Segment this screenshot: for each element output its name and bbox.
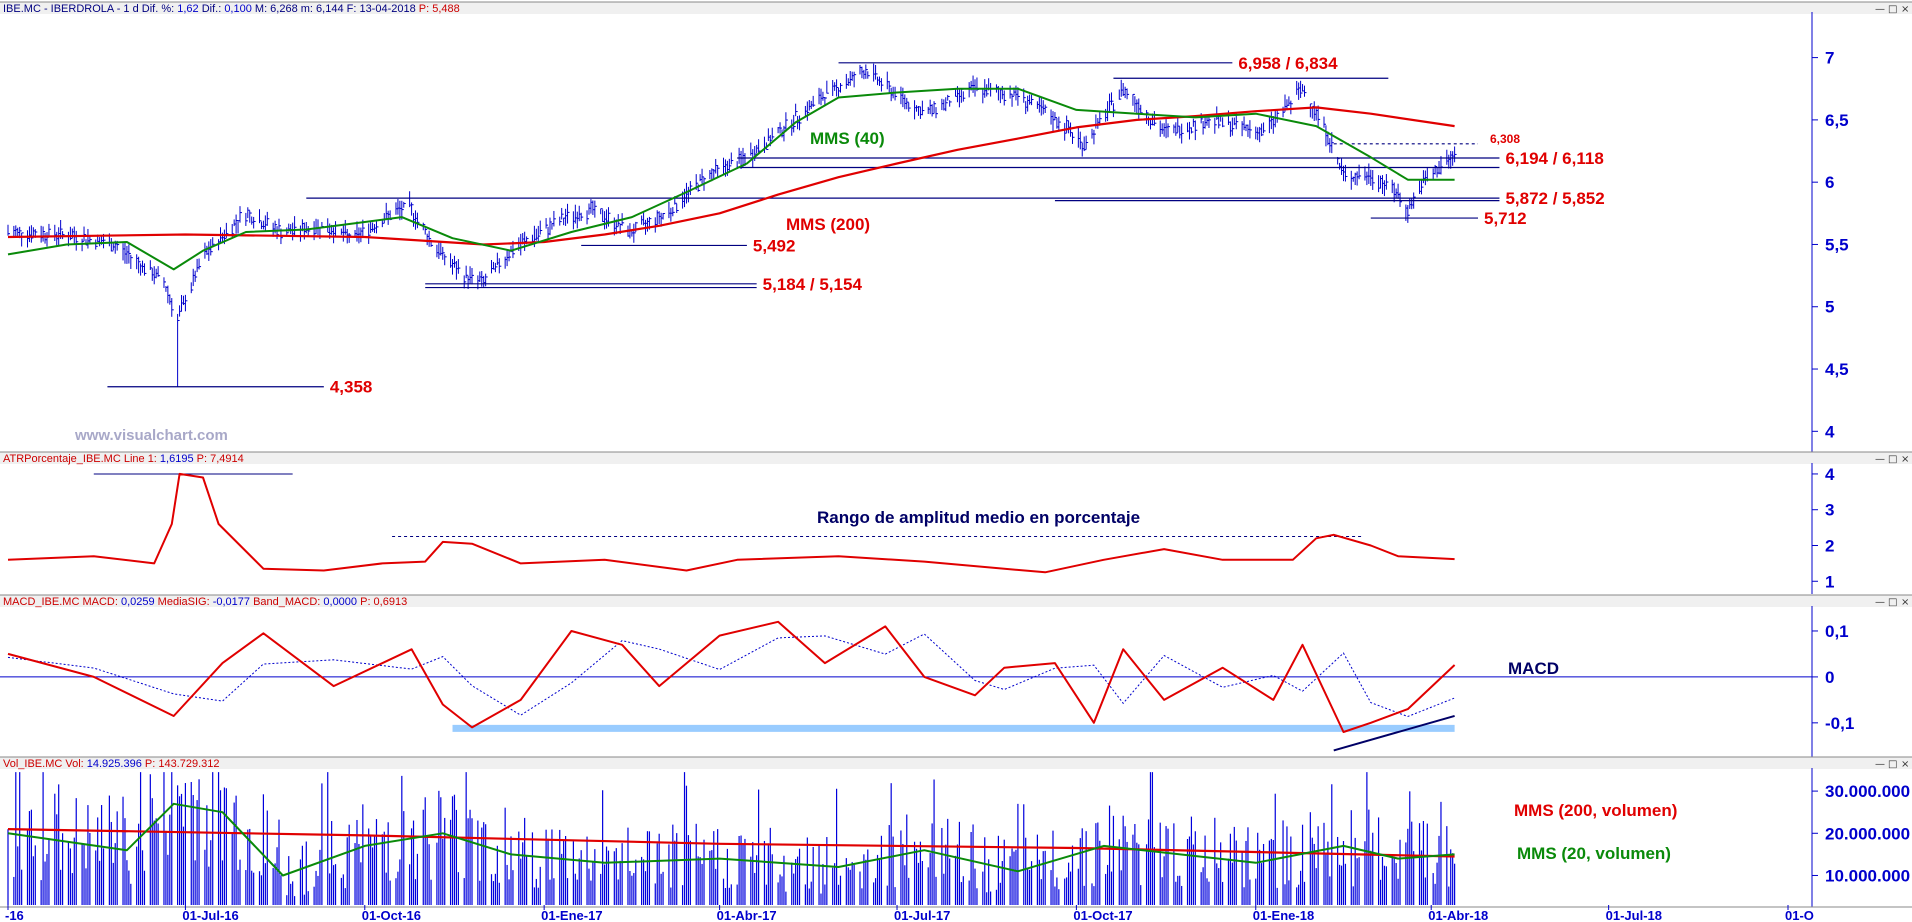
- macd-annotation: MACD: [1508, 659, 1559, 678]
- x-tick-label: 01-Abr-17: [717, 908, 777, 922]
- atr-header-text: ATRPorcentaje_IBE.MC Line 1: 1,6195 P: 7…: [3, 453, 244, 465]
- volume-y-tick-label: 20.000.000: [1825, 824, 1910, 843]
- macd-y-tick-label: 0: [1825, 668, 1834, 687]
- macd-header-field: MediaSIG:: [155, 596, 213, 608]
- minimize-button[interactable]: —: [1875, 759, 1885, 770]
- volume-mms20-label: MMS (20, volumen): [1517, 844, 1671, 863]
- price-header-bar: [0, 2, 1912, 14]
- close-button[interactable]: ×: [1901, 454, 1909, 465]
- price-y-tick-label: 5,5: [1825, 235, 1849, 254]
- atr-line: [7, 472, 1455, 574]
- macd-y-tick-label: -0,1: [1825, 714, 1854, 733]
- macd-panel: MACD_IBE.MC MACD: 0,0259 MediaSIG: -0,01…: [0, 594, 1912, 757]
- macd-header-field: 0,0000: [323, 596, 357, 608]
- macd-header-field: Band_MACD:: [250, 596, 323, 608]
- price-y-tick-label: 4,5: [1825, 360, 1849, 379]
- macd-line: [7, 620, 1456, 733]
- maximize-button[interactable]: □: [1888, 597, 1897, 608]
- price-y-tick-label: 4: [1825, 422, 1835, 441]
- x-tick-label: 01-Ene-18: [1253, 908, 1314, 922]
- atr-annotation: Rango de amplitud medio en porcentaje: [817, 508, 1140, 527]
- level-label: 4,358: [330, 378, 373, 397]
- atr-y-tick-label: 4: [1825, 465, 1835, 484]
- atr-y-tick-label: 2: [1825, 536, 1834, 555]
- close-button[interactable]: ×: [1901, 4, 1909, 15]
- maximize-button[interactable]: □: [1888, 759, 1897, 770]
- price-header-text: IBE.MC - IBERDROLA - 1 d Dif. %: 1,62 Di…: [3, 3, 460, 15]
- price-y-tick-label: 6: [1825, 173, 1834, 192]
- minimize-button[interactable]: —: [1875, 597, 1885, 608]
- volume-panel: Vol_IBE.MC Vol: 14.925.396 P: 143.729.31…: [0, 756, 1912, 907]
- level-label: 6,194 / 6,118: [1505, 149, 1603, 168]
- minimize-button[interactable]: —: [1875, 454, 1885, 465]
- price-y-tick-label: 6,5: [1825, 111, 1849, 130]
- x-tick-label: -16: [5, 908, 24, 922]
- x-tick-label: 01-Abr-18: [1428, 908, 1488, 922]
- macd-y-tick-label: 0,1: [1825, 622, 1849, 641]
- macd-header-text: MACD_IBE.MC MACD: 0,0259 MediaSIG: -0,01…: [3, 596, 407, 608]
- atr-header-field: P: 7,4914: [194, 453, 244, 465]
- level-label: 5,184 / 5,154: [763, 275, 863, 294]
- mms200-label: MMS (200): [786, 215, 870, 234]
- x-tick-label: 01-Jul-16: [182, 908, 238, 922]
- price-header-field: IBE.MC - IBERDROLA - 1 d Dif. %:: [3, 3, 177, 15]
- maximize-button[interactable]: □: [1888, 4, 1897, 15]
- level-label: 5,712: [1484, 209, 1527, 228]
- volume-header-field: 14.925.396: [87, 758, 142, 770]
- macd-trendline: [1333, 714, 1455, 752]
- atr-y-tick-label: 3: [1825, 501, 1834, 520]
- volume-header-field: Vol_IBE.MC Vol:: [3, 758, 87, 770]
- close-button[interactable]: ×: [1901, 597, 1909, 608]
- price-header-field: 1,62: [177, 3, 198, 15]
- volume-header-bar: [0, 757, 1912, 769]
- x-tick-label: 01-Ene-17: [541, 908, 602, 922]
- level-label: 5,492: [753, 236, 796, 255]
- x-tick-label: 01-Oct-17: [1073, 908, 1132, 922]
- mms40-label: MMS (40): [810, 129, 885, 148]
- atr-y-tick-label: 1: [1825, 572, 1834, 591]
- volume-header-text: Vol_IBE.MC Vol: 14.925.396 P: 143.729.31…: [3, 758, 220, 770]
- x-tick-label: 01-O: [1785, 908, 1814, 922]
- price-bars: [7, 63, 1457, 387]
- macd-header-bar: [0, 595, 1912, 607]
- macd-header-field: 0,0259: [121, 596, 155, 608]
- atr-header-field: ATRPorcentaje_IBE.MC Line 1:: [3, 453, 160, 465]
- macd-header-field: P: 0,6913: [357, 596, 407, 608]
- price-header-field: P: 5,488: [419, 3, 460, 15]
- macd-header-field: -0,0177: [213, 596, 250, 608]
- price-y-tick-label: 5: [1825, 298, 1834, 317]
- x-tick-label: 01-Jul-17: [894, 908, 950, 922]
- atr-header-bar: [0, 452, 1912, 464]
- mms200-line: [7, 106, 1455, 246]
- x-tick-label: 01-Jul-18: [1606, 908, 1662, 922]
- macd-header-field: MACD_IBE.MC MACD:: [3, 596, 121, 608]
- price-y-tick-label: 7: [1825, 49, 1834, 68]
- volume-y-tick-label: 10.000.000: [1825, 866, 1910, 885]
- price-header-field: M: 6,268 m: 6,144 F: 13-04-2018: [252, 3, 419, 15]
- level-label: 5,872 / 5,852: [1505, 189, 1604, 208]
- watermark: www.visualchart.com: [74, 427, 228, 444]
- price-header-field: Dif.:: [199, 3, 225, 15]
- atr-panel: ATRPorcentaje_IBE.MC Line 1: 1,6195 P: 7…: [0, 451, 1912, 594]
- volume-y-tick-label: 30.000.000: [1825, 782, 1910, 801]
- macd-signal-line: [7, 633, 1455, 718]
- price-panel: IBE.MC - IBERDROLA - 1 d Dif. %: 1,62 Di…: [0, 1, 1912, 452]
- price-header-field: 0,100: [224, 3, 252, 15]
- level-label: 6,958 / 6,834: [1238, 54, 1338, 73]
- volume-mms20-line: [7, 802, 1455, 877]
- volume-mms200-label: MMS (200, volumen): [1514, 801, 1677, 820]
- x-tick-label: 01-Oct-16: [362, 908, 421, 922]
- mms40-line: [7, 87, 1455, 271]
- close-button[interactable]: ×: [1901, 759, 1909, 770]
- maximize-button[interactable]: □: [1888, 454, 1897, 465]
- volume-header-field: P: 143.729.312: [142, 758, 220, 770]
- minimize-button[interactable]: —: [1875, 4, 1885, 15]
- volume-mms200-line: [7, 828, 1455, 858]
- level-label: 6,308: [1490, 132, 1520, 146]
- atr-header-field: 1,6195: [160, 453, 194, 465]
- volume-bars: [7, 772, 1456, 905]
